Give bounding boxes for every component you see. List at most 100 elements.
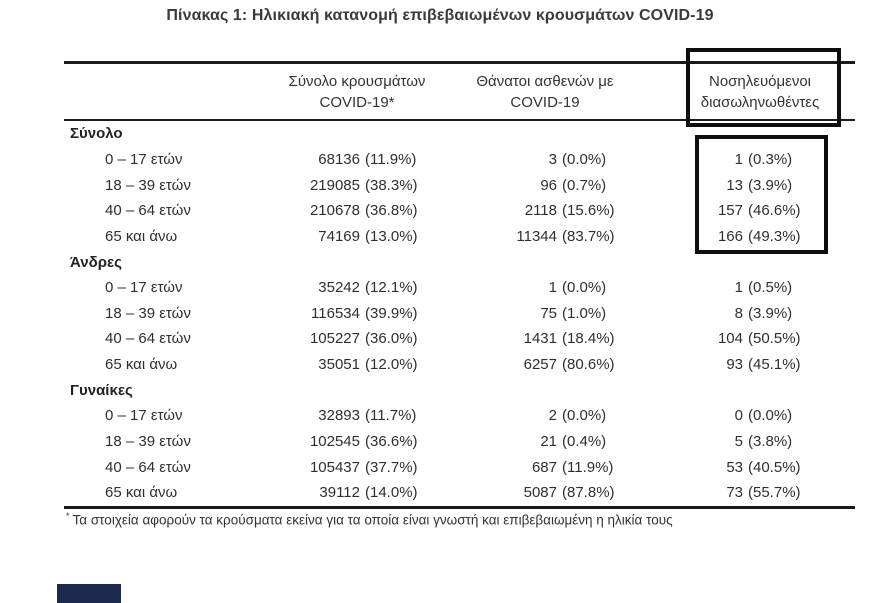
table-row: 40 – 64 ετών 105437 (37.7%) 687 (11.9%) 53 (40… (64, 454, 855, 480)
percent-value: (13.0%) (365, 227, 418, 245)
table-rule-bottom (64, 505, 855, 509)
percent-value: (0.4%) (562, 433, 607, 450)
percent-value: (36.8%) (365, 202, 418, 220)
count-value: 116534 (311, 304, 360, 322)
count-value: 157 (717, 202, 743, 220)
percent-value: (83.7%) (562, 227, 615, 245)
table-group-row: Άνδρες (64, 249, 855, 275)
age-label: 18 – 39 ετών (105, 433, 191, 450)
count-value: 8 (734, 304, 743, 322)
count-value: 102545 (309, 433, 360, 450)
count-value: 93 (726, 356, 743, 374)
table-footnote: * Τα στοιχεία αφορούν τα κρούσματα εκείνα… (66, 511, 856, 528)
intubated-cell: 157 (46.6%) (649, 202, 855, 219)
count-value: 5 (734, 433, 743, 450)
count-value: 75 (540, 304, 557, 322)
deaths-cell: 21 (0.4%) (459, 433, 649, 450)
table-row: 0 – 17 ετών 32893 (11.7%) 2 (0.0%) 0 (0.0%) (64, 403, 855, 429)
footnote-marker: * (66, 511, 70, 521)
percent-value: (55.7%) (748, 484, 801, 502)
table-row: 18 – 39 ετών 219085 (38.3%) 96 (0.7%) 13 (3.9%… (64, 172, 855, 198)
deaths-cell: 1 (0.0%) (459, 279, 649, 296)
table-row: 0 – 17 ετών 35242 (12.1%) 1 (0.0%) 1 (0.5%) (64, 275, 855, 301)
column-header-deaths: Θάνατοι ασθενών με COVID-19 (459, 71, 649, 113)
table-row: 65 και άνω 35051 (12.0%) 6257 (80.6%) 93 (45.1… (64, 352, 855, 378)
intubated-cell: 93 (45.1%) (649, 356, 855, 373)
column-header-line: COVID-19* (319, 93, 395, 111)
intubated-cell: 73 (55.7%) (649, 484, 855, 501)
deaths-cell: 1431 (18.4%) (459, 330, 649, 347)
cases-cell: 210678 (36.8%) (269, 202, 459, 219)
table-title: Πίνακας 1: Ηλικιακή κατανομή επιβεβαιωμέ… (166, 7, 714, 24)
footnote-text: Τα στοιχεία αφορούν τα κρούσματα εκείνα … (72, 512, 673, 528)
count-value: 68136 (318, 150, 360, 168)
percent-value: (3.9%) (748, 304, 793, 322)
column-header-line: COVID-19 (510, 93, 580, 111)
cases-cell: 68136 (11.9%) (269, 151, 459, 168)
table-rule-header (64, 119, 855, 121)
table-group-row: Γυναίκες (64, 377, 855, 403)
count-value: 2 (548, 407, 557, 425)
deaths-cell: 96 (0.7%) (459, 177, 649, 194)
percent-value: (0.0%) (562, 279, 607, 297)
percent-value: (50.5%) (748, 330, 801, 348)
deaths-cell: 75 (1.0%) (459, 305, 649, 322)
count-value: 0 (734, 407, 743, 425)
percent-value: (0.0%) (562, 407, 607, 425)
count-value: 74169 (318, 227, 360, 245)
intubated-cell: 8 (3.9%) (649, 305, 855, 322)
count-value: 2118 (524, 202, 557, 220)
count-value: 105227 (309, 330, 360, 348)
table-row: 65 και άνω 74169 (13.0%) 11344 (83.7%) 166 (49… (64, 224, 855, 250)
intubated-cell: 13 (3.9%) (649, 177, 855, 194)
percent-value: (36.0%) (365, 330, 418, 348)
percent-value: (37.7%) (365, 458, 418, 476)
group-label: Άνδρες (70, 253, 122, 271)
age-label: 0 – 17 ετών (105, 407, 183, 425)
deaths-cell: 6257 (80.6%) (459, 356, 649, 373)
column-header-total-cases: Σύνολο κρουσμάτων COVID-19* (269, 71, 459, 113)
age-label: 40 – 64 ετών (105, 330, 191, 348)
percent-value: (45.1%) (748, 356, 801, 374)
deaths-cell: 2 (0.0%) (459, 407, 649, 424)
count-value: 96 (540, 176, 557, 194)
group-label: Γυναίκες (70, 381, 133, 399)
table-row: 65 και άνω 39112 (14.0%) 5087 (87.8%) 73 (55.7… (64, 480, 855, 506)
percent-value: (40.5%) (748, 458, 801, 476)
cases-cell: 39112 (14.0%) (269, 484, 459, 501)
count-value: 11344 (516, 227, 557, 245)
percent-value: (38.3%) (365, 176, 418, 194)
percent-value: (0.3%) (748, 150, 793, 168)
deaths-cell: 3 (0.0%) (459, 151, 649, 168)
cases-cell: 219085 (38.3%) (269, 177, 459, 194)
intubated-cell: 166 (49.3%) (649, 228, 855, 245)
column-header-line: διασωληνωθέντες (700, 93, 820, 111)
percent-value: (0.0%) (562, 150, 607, 168)
table-rule-top (64, 61, 855, 64)
percent-value: (11.9%) (562, 458, 614, 476)
percent-value: (14.0%) (365, 484, 418, 502)
table-row: 18 – 39 ετών 116534 (39.9%) 75 (1.0%) 8 (3.9%) (64, 300, 855, 326)
age-label: 40 – 64 ετών (105, 202, 191, 220)
column-header-line: Θάνατοι ασθενών με (476, 72, 614, 90)
count-value: 35242 (318, 279, 360, 297)
intubated-cell: 53 (40.5%) (649, 459, 855, 476)
table-row: 40 – 64 ετών 105227 (36.0%) 1431 (18.4%) 104 (… (64, 326, 855, 352)
percent-value: (12.1%) (365, 279, 418, 297)
table-body: Σύνολο 0 – 17 ετών 68136 (11.9%) 3 (0.0%) 1 (0.… (64, 121, 855, 506)
age-label: 0 – 17 ετών (105, 279, 183, 297)
count-value: 3 (548, 150, 557, 168)
count-value: 687 (531, 458, 557, 476)
cases-cell: 35242 (12.1%) (269, 279, 459, 296)
count-value: 73 (726, 484, 743, 502)
age-label: 65 και άνω (105, 356, 178, 374)
percent-value: (39.9%) (365, 304, 418, 322)
age-label: 65 και άνω (105, 227, 178, 245)
percent-value: (49.3%) (748, 227, 801, 245)
count-value: 21 (540, 433, 557, 450)
intubated-cell: 104 (50.5%) (649, 330, 855, 347)
percent-value: (87.8%) (562, 484, 615, 502)
table-row: 40 – 64 ετών 210678 (36.8%) 2118 (15.6%) 157 (… (64, 198, 855, 224)
deaths-cell: 11344 (83.7%) (459, 228, 649, 245)
count-value: 5087 (523, 484, 557, 502)
